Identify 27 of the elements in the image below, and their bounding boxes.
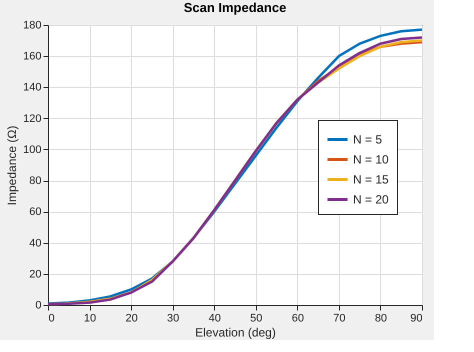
legend-label: N = 15 (353, 172, 390, 186)
legend-label: N = 5 (353, 132, 382, 146)
x-tick-label: 60 (292, 312, 304, 324)
y-tick-label: 100 (23, 144, 42, 156)
y-tick-label: 60 (29, 206, 42, 218)
chart-title: Scan Impedance (184, 0, 286, 15)
y-tick-label: 180 (23, 20, 42, 32)
x-tick-label: 70 (333, 312, 346, 324)
x-tick-label: 20 (125, 312, 138, 324)
x-tick-label: 50 (250, 312, 262, 324)
y-tick-label: 160 (23, 50, 42, 63)
y-tick-label: 80 (29, 175, 42, 188)
x-tick-label: 10 (84, 312, 96, 324)
x-tick-label: 0 (48, 312, 55, 324)
legend-label: N = 20 (353, 192, 390, 206)
y-axis-title: Impedance (Ω) (5, 126, 20, 206)
y-tick-label: 120 (23, 112, 42, 125)
x-tick-label: 30 (167, 312, 180, 324)
y-tick-label: 140 (23, 82, 42, 94)
x-tick-label: 80 (374, 312, 388, 324)
legend-label: N = 10 (353, 152, 390, 166)
x-tick-label: 90 (410, 312, 422, 324)
x-axis-title: Elevation (deg) (195, 326, 276, 340)
y-tick-label: 0 (35, 300, 42, 312)
y-tick-label: 20 (29, 268, 42, 280)
x-tick-label: 40 (208, 312, 221, 324)
y-tick-label: 40 (29, 237, 42, 250)
